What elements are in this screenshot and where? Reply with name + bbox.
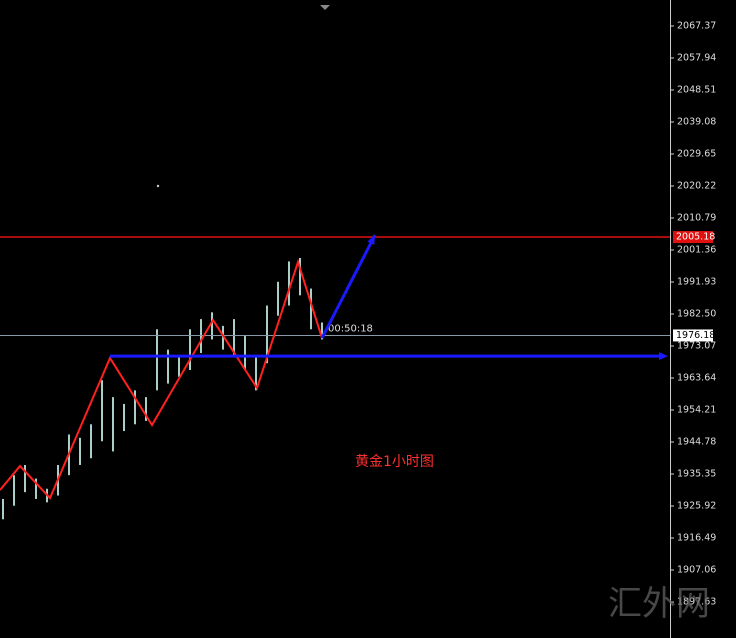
y-tick-label: 2010.79 <box>677 213 716 224</box>
y-tick-label: 2057.94 <box>677 53 716 64</box>
y-tick-label: 2067.37 <box>677 21 716 32</box>
dot <box>156 184 160 188</box>
scroll-marker <box>320 5 330 10</box>
price-label: 1976.18 <box>676 330 715 341</box>
y-tick-label: 2048.51 <box>677 85 716 96</box>
y-tick-label: 1907.06 <box>677 564 716 575</box>
zigzag <box>0 258 323 500</box>
y-tick-label: 2001.36 <box>677 245 716 256</box>
y-tick-label: 1991.93 <box>677 277 716 288</box>
y-tick-label: 1935.35 <box>677 468 716 479</box>
watermark: 汇外网 <box>608 584 710 624</box>
y-tick-label: 2020.22 <box>677 181 716 192</box>
price-label-box <box>673 231 713 244</box>
annotation: 黄金1小时图 <box>355 453 434 470</box>
y-tick-label: 1897.63 <box>677 596 716 607</box>
timer: 00:50:18 <box>328 323 373 334</box>
y-tick-label: 1973.07 <box>677 341 716 352</box>
arrow-head <box>367 235 375 246</box>
trend-arrow <box>320 234 377 339</box>
arrow-head <box>659 352 668 361</box>
y-tick-label: 2039.08 <box>677 117 716 128</box>
y-tick-label: 2029.65 <box>677 149 716 160</box>
price-label-box <box>673 329 713 342</box>
y-tick-label: 1963.64 <box>677 372 716 383</box>
y-tick-label: 1954.21 <box>677 404 716 415</box>
y-tick-label: 1925.92 <box>677 500 716 511</box>
y-tick-label: 1944.78 <box>677 436 716 447</box>
y-tick-label: 1916.49 <box>677 532 716 543</box>
price-label: 2005.18 <box>676 232 715 243</box>
y-tick-label: 1982.50 <box>677 309 716 320</box>
